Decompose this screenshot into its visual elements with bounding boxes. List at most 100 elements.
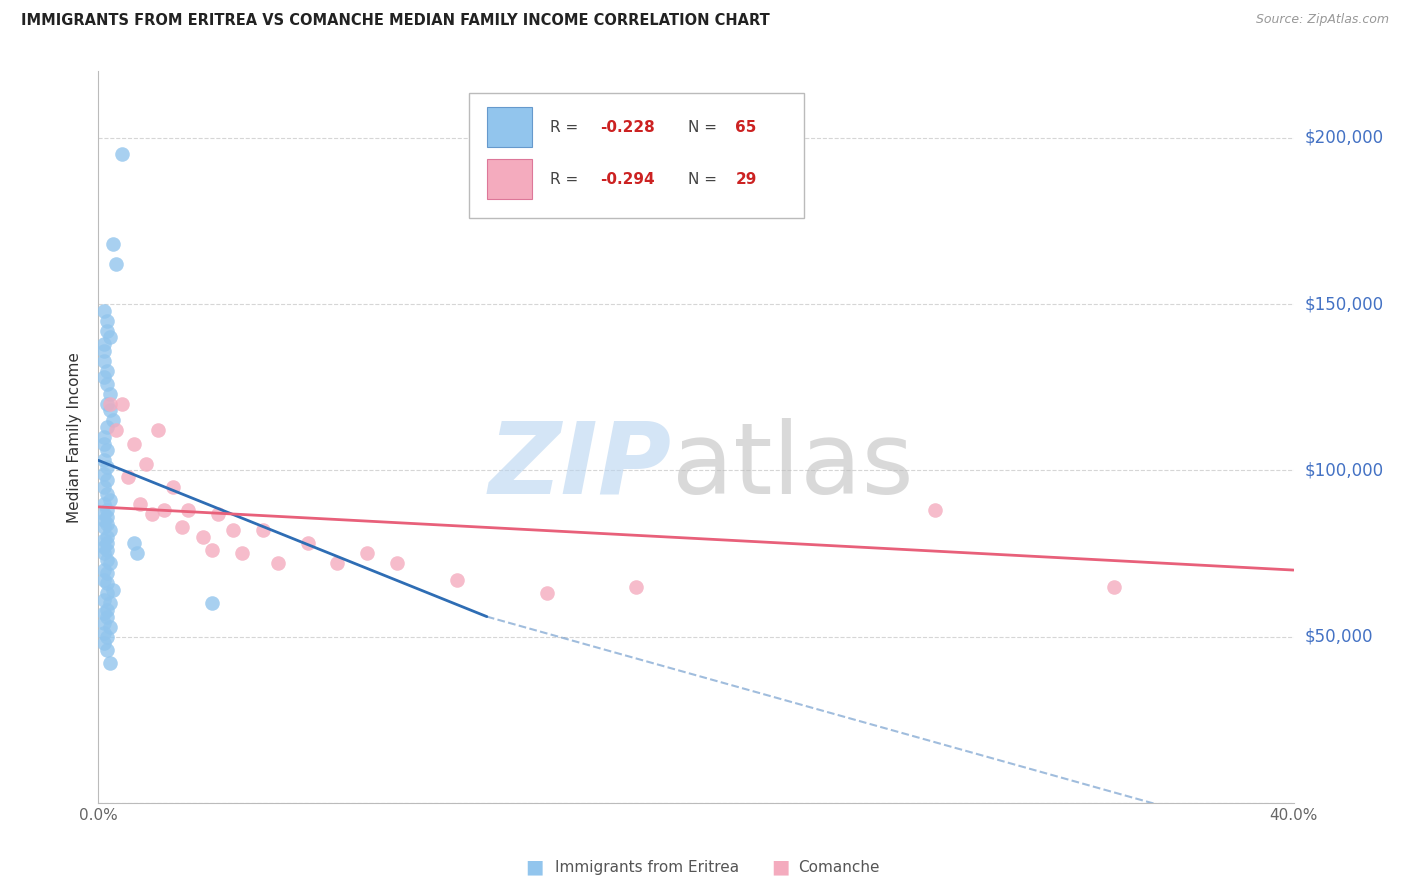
Point	[177, 503, 200, 517]
Point	[162, 480, 184, 494]
Point	[93, 353, 115, 368]
Point	[96, 460, 118, 475]
Point	[103, 237, 125, 252]
Text: ZIP: ZIP	[489, 417, 672, 515]
Point	[297, 536, 319, 550]
Point	[93, 436, 115, 450]
Point	[385, 557, 409, 571]
Point	[252, 523, 274, 537]
Text: $200,000: $200,000	[1305, 128, 1384, 147]
Point	[93, 497, 115, 511]
Point	[96, 324, 118, 338]
Point	[96, 420, 118, 434]
Point	[93, 467, 115, 481]
Point	[98, 619, 122, 633]
Text: $100,000: $100,000	[1305, 461, 1384, 479]
Point	[93, 453, 115, 467]
Point	[222, 523, 245, 537]
Text: $50,000: $50,000	[1305, 628, 1374, 646]
Point	[96, 543, 118, 558]
Point	[98, 493, 122, 508]
Text: atlas: atlas	[672, 417, 914, 515]
Text: -0.228: -0.228	[600, 120, 655, 135]
Point	[93, 303, 115, 318]
Point	[98, 397, 122, 411]
Point	[105, 424, 128, 438]
Point	[96, 314, 118, 328]
Point	[96, 643, 118, 657]
Point	[624, 580, 647, 594]
Point	[96, 566, 118, 581]
Text: IMMIGRANTS FROM ERITREA VS COMANCHE MEDIAN FAMILY INCOME CORRELATION CHART: IMMIGRANTS FROM ERITREA VS COMANCHE MEDI…	[21, 13, 770, 29]
Point	[111, 397, 134, 411]
Text: R =: R =	[550, 120, 583, 135]
Point	[98, 596, 122, 610]
Point	[93, 343, 115, 358]
Point	[96, 586, 118, 600]
Point	[267, 557, 290, 571]
Point	[98, 656, 122, 670]
Bar	[486, 159, 533, 199]
Text: 65: 65	[735, 120, 756, 135]
Point	[93, 337, 115, 351]
Text: N =: N =	[688, 172, 721, 186]
Point	[93, 370, 115, 384]
Text: ■: ■	[770, 857, 790, 877]
Point	[96, 363, 118, 377]
Text: N =: N =	[688, 120, 721, 135]
Point	[93, 520, 115, 534]
Point	[924, 503, 946, 517]
Point	[93, 480, 115, 494]
Point	[141, 507, 163, 521]
Point	[96, 553, 118, 567]
Text: Source: ZipAtlas.com: Source: ZipAtlas.com	[1256, 13, 1389, 27]
Point	[96, 503, 118, 517]
Point	[96, 397, 118, 411]
Point	[93, 626, 115, 640]
Point	[536, 586, 558, 600]
Point	[96, 536, 118, 550]
Point	[356, 546, 378, 560]
Point	[98, 523, 122, 537]
Point	[96, 630, 118, 644]
Point	[117, 470, 139, 484]
Point	[96, 376, 118, 391]
Point	[148, 424, 170, 438]
Point	[127, 546, 149, 560]
Point	[207, 507, 229, 521]
Point	[135, 457, 157, 471]
Point	[93, 546, 115, 560]
Point	[98, 387, 122, 401]
Text: Immigrants from Eritrea: Immigrants from Eritrea	[555, 860, 740, 874]
Point	[93, 540, 115, 554]
Y-axis label: Median Family Income: Median Family Income	[67, 351, 83, 523]
Point	[96, 473, 118, 487]
Point	[96, 609, 118, 624]
Text: -0.294: -0.294	[600, 172, 655, 186]
Point	[93, 573, 115, 587]
Point	[96, 576, 118, 591]
Point	[96, 603, 118, 617]
Point	[103, 413, 125, 427]
Point	[93, 607, 115, 621]
Point	[96, 509, 118, 524]
Point	[201, 543, 224, 558]
Point	[446, 573, 468, 587]
Point	[93, 507, 115, 521]
Text: $150,000: $150,000	[1305, 295, 1384, 313]
Point	[93, 533, 115, 548]
Point	[96, 443, 118, 458]
Point	[129, 497, 152, 511]
Point	[98, 557, 122, 571]
Point	[96, 486, 118, 500]
Text: ■: ■	[524, 857, 544, 877]
Point	[96, 530, 118, 544]
Point	[111, 147, 134, 161]
Point	[231, 546, 253, 560]
Text: R =: R =	[550, 172, 583, 186]
FancyBboxPatch shape	[470, 94, 804, 218]
Point	[124, 536, 146, 550]
Text: Comanche: Comanche	[799, 860, 880, 874]
Point	[98, 403, 122, 417]
Point	[105, 257, 128, 271]
